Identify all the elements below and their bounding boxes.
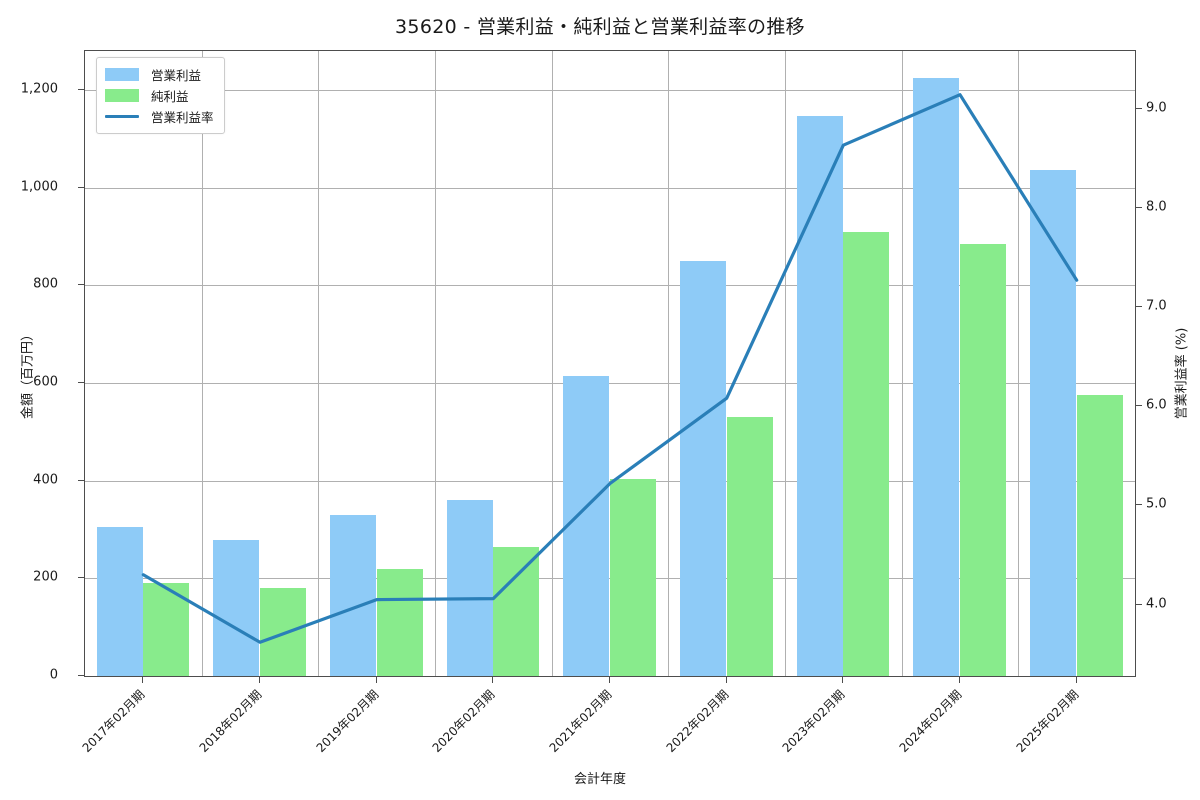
y-axis-left-tick-label: 600 bbox=[33, 374, 58, 390]
bar-operating-income bbox=[213, 540, 260, 676]
x-axis-tick-mark bbox=[1075, 677, 1077, 683]
y-axis-left-tick-mark bbox=[78, 675, 84, 676]
gridline-horizontal bbox=[85, 285, 1135, 287]
y-axis-left-tick-label: 800 bbox=[33, 276, 58, 292]
line-series-svg bbox=[141, 93, 1079, 644]
y-axis-right-tick-mark bbox=[1136, 405, 1142, 407]
y-axis-right-tick-label: 8.0 bbox=[1146, 199, 1167, 215]
y-axis-right-tick-label: 7.0 bbox=[1146, 298, 1167, 314]
bar-operating-income bbox=[563, 375, 610, 676]
x-axis-tick-mark bbox=[375, 677, 377, 683]
plot-area bbox=[84, 50, 1136, 677]
legend-item[interactable]: 純利益 bbox=[105, 85, 214, 106]
y-axis-left-tick-label: 1,200 bbox=[20, 81, 58, 97]
y-axis-right-tick-label: 9.0 bbox=[1146, 100, 1167, 116]
legend-item[interactable]: 営業利益率 bbox=[105, 106, 214, 127]
gridline-horizontal bbox=[85, 90, 1135, 92]
x-axis-tick-mark bbox=[842, 677, 844, 683]
y-axis-label-left: 金額（百万円） bbox=[20, 328, 36, 420]
y-axis-right-tick-label: 5.0 bbox=[1146, 496, 1167, 512]
y-axis-right-tick-mark bbox=[1136, 206, 1142, 208]
x-axis-tick-mark bbox=[609, 677, 610, 683]
gridline-horizontal bbox=[85, 383, 1135, 384]
legend-item[interactable]: 営業利益 bbox=[105, 64, 214, 85]
y-axis-left-tick-mark bbox=[78, 186, 84, 188]
operating-margin-line bbox=[141, 93, 1079, 644]
gridline-vertical bbox=[1018, 51, 1020, 676]
gridline-vertical bbox=[201, 51, 203, 676]
bar-net-income bbox=[610, 479, 657, 676]
gridline-horizontal bbox=[85, 187, 1135, 189]
y-axis-right-tick-mark bbox=[1136, 504, 1142, 506]
bar-net-income bbox=[960, 244, 1007, 676]
bar-operating-income bbox=[446, 499, 493, 676]
y-axis-left-tick-label: 0 bbox=[49, 667, 58, 683]
gridline-vertical bbox=[901, 51, 903, 676]
chart-title: 35620 - 営業利益・純利益と営業利益率の推移 bbox=[395, 16, 805, 38]
gridline-vertical bbox=[551, 51, 553, 676]
y-axis-right-tick-mark bbox=[1136, 107, 1142, 109]
legend-line-swatch bbox=[105, 114, 139, 119]
bar-operating-income bbox=[96, 527, 143, 676]
y-axis-left-tick-label: 1,000 bbox=[20, 179, 58, 195]
y-axis-right-tick-label: 6.0 bbox=[1146, 397, 1167, 413]
gridline-vertical bbox=[318, 51, 320, 676]
y-axis-right-tick-mark bbox=[1136, 305, 1142, 307]
x-axis-tick-mark bbox=[725, 677, 727, 683]
gridline-vertical bbox=[785, 51, 786, 676]
bar-net-income bbox=[260, 587, 307, 676]
bar-net-income bbox=[1076, 394, 1123, 676]
gridline-vertical bbox=[435, 51, 436, 676]
legend-color-swatch bbox=[105, 89, 139, 102]
bar-operating-income bbox=[330, 515, 377, 676]
x-axis-tick-mark bbox=[142, 677, 144, 683]
x-axis-tick-mark bbox=[959, 677, 960, 683]
bar-net-income bbox=[726, 416, 773, 676]
legend-item-label: 営業利益率 bbox=[151, 110, 214, 125]
chart-legend: 営業利益純利益営業利益率 bbox=[96, 57, 225, 134]
y-axis-left-tick-label: 400 bbox=[33, 472, 58, 488]
bar-net-income bbox=[843, 232, 890, 676]
y-axis-left-tick-mark bbox=[78, 577, 84, 579]
legend-color-swatch bbox=[105, 68, 139, 81]
bar-net-income bbox=[493, 546, 540, 676]
y-axis-left-tick-mark bbox=[78, 284, 84, 286]
y-axis-right-tick-label: 4.0 bbox=[1146, 596, 1167, 612]
legend-item-label: 営業利益 bbox=[151, 68, 202, 83]
bar-net-income bbox=[376, 569, 423, 676]
y-axis-right-tick-mark bbox=[1136, 603, 1142, 605]
gridline-vertical bbox=[668, 51, 670, 676]
bar-operating-income bbox=[913, 77, 960, 676]
x-axis-tick-mark bbox=[259, 677, 260, 683]
y-axis-left-tick-mark bbox=[78, 89, 84, 91]
bar-operating-income bbox=[1030, 170, 1077, 676]
y-axis-left-tick-mark bbox=[78, 382, 84, 384]
bar-operating-income bbox=[680, 261, 727, 676]
bar-operating-income bbox=[796, 115, 843, 676]
y-axis-label-right: 営業利益率 (%) bbox=[1174, 327, 1190, 420]
x-axis-label: 会計年度 bbox=[573, 772, 626, 787]
y-axis-left-tick-mark bbox=[78, 479, 84, 481]
y-axis-left-tick-label: 200 bbox=[33, 569, 58, 585]
x-axis-tick-mark bbox=[492, 677, 494, 683]
legend-item-label: 純利益 bbox=[151, 89, 189, 104]
